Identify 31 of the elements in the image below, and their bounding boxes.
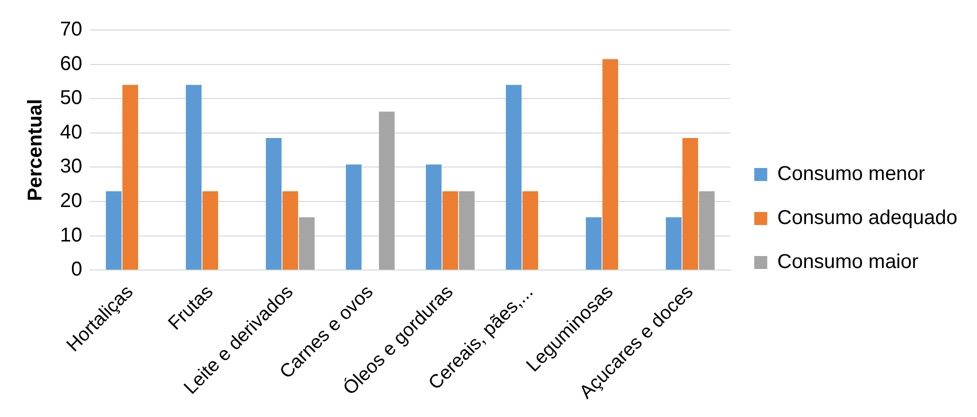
- y-tick-label: 70: [60, 18, 82, 41]
- y-axis-title: Percentual: [24, 98, 47, 202]
- bar: [666, 217, 682, 270]
- bar: [378, 112, 395, 270]
- bar: [298, 217, 315, 270]
- y-tick-label: 0: [71, 258, 82, 281]
- y-tick-label: 30: [60, 156, 82, 178]
- bar: [346, 164, 362, 270]
- legend-label: Consumo menor: [777, 163, 926, 186]
- y-tick-label: 20: [60, 190, 82, 212]
- y-tick-label: 60: [60, 52, 82, 75]
- legend-label: Consumo maior: [777, 251, 919, 274]
- bar: [698, 191, 715, 270]
- bar: [282, 191, 298, 270]
- bar: [682, 138, 698, 270]
- bar: [522, 191, 538, 270]
- bar: [426, 164, 442, 270]
- bar: [122, 84, 138, 270]
- bar: [442, 191, 458, 270]
- y-tick-label: 50: [60, 87, 82, 110]
- bar: [458, 191, 475, 270]
- bar: [202, 191, 218, 270]
- bar: [586, 217, 602, 270]
- bar: [266, 138, 282, 270]
- y-tick-label: 40: [60, 121, 82, 144]
- bar: [186, 84, 202, 270]
- bar: [506, 84, 522, 270]
- bar: [602, 59, 618, 270]
- bar: [106, 191, 122, 270]
- y-tick-label: 10: [60, 224, 82, 246]
- legend-label: Consumo adequado: [777, 207, 958, 230]
